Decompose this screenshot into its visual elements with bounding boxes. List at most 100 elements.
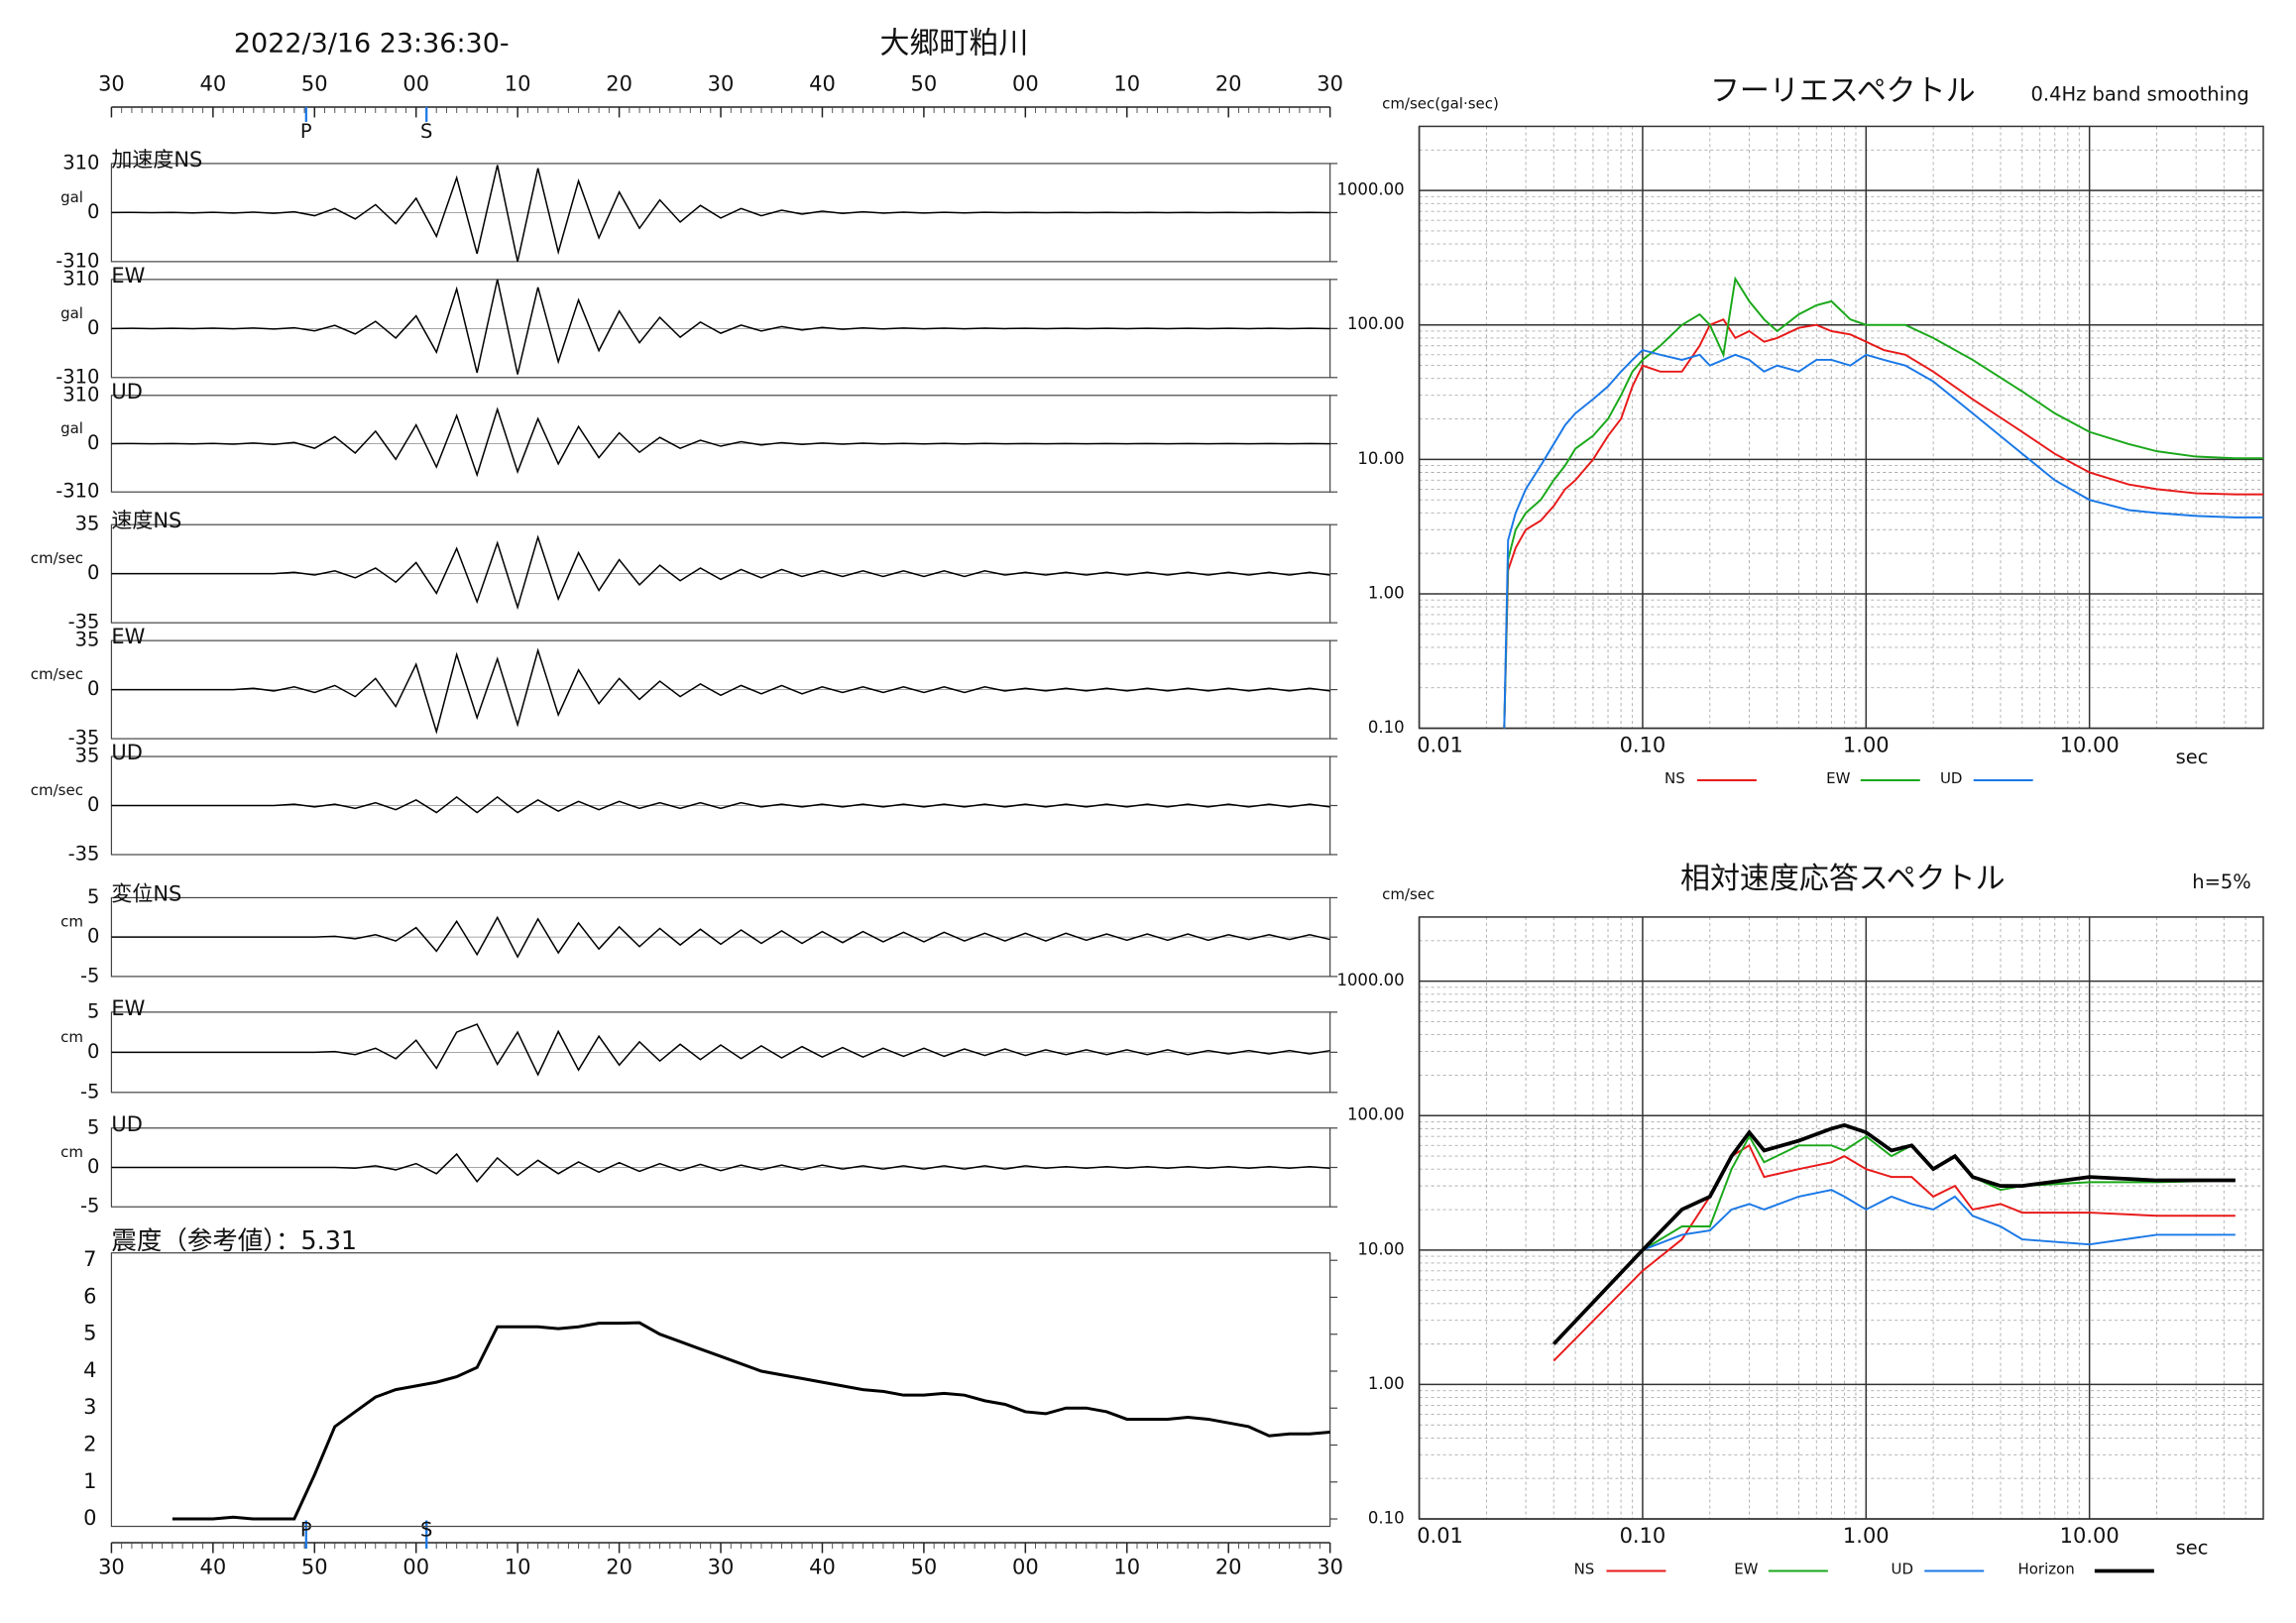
y-tick-label: 100.00	[1347, 1105, 1405, 1124]
y-unit: cm/sec(gal·sec)	[1382, 94, 1499, 112]
time-tick-label: 30	[708, 1556, 735, 1579]
x-tick-label: 0.01	[1417, 734, 1463, 757]
trace-unit: cm	[60, 913, 83, 931]
spectrum-line	[1503, 317, 2264, 729]
trace-unit: gal	[60, 419, 83, 437]
trace-unit: cm	[60, 1028, 83, 1046]
y-tick-label: 10.00	[1357, 449, 1404, 468]
trace-label: 加速度NS	[111, 148, 202, 172]
trace-label: UD	[111, 380, 143, 404]
y-tick-label: 100.00	[1347, 314, 1405, 333]
y-tick-label: 5	[87, 1115, 99, 1138]
y-tick-label: 7	[83, 1247, 96, 1271]
y-tick-label: 0	[87, 561, 99, 584]
y-tick-label: 35	[75, 745, 100, 767]
waveform	[111, 279, 1330, 375]
y-tick-label: 0	[87, 925, 99, 948]
y-tick-label: 0	[87, 1040, 99, 1063]
time-tick-label: 40	[809, 1556, 836, 1579]
y-tick-label: 0	[87, 200, 99, 223]
time-tick-label: 20	[1215, 71, 1242, 95]
y-tick-label: 1.00	[1368, 1374, 1405, 1393]
y-tick-label: 5	[87, 999, 99, 1022]
waveform	[111, 915, 1330, 959]
y-tick-label: 5	[83, 1322, 96, 1345]
y-tick-label: 1	[83, 1469, 96, 1493]
time-tick-label: 10	[505, 71, 531, 95]
time-tick-label: 30	[98, 71, 125, 95]
intensity-line	[172, 1321, 1330, 1521]
spectrum-title: 相対速度応答スペクトル	[1680, 862, 2006, 896]
y-tick-label: 0	[87, 793, 99, 816]
y-tick-label: 2	[83, 1433, 96, 1456]
phase-label: P	[300, 1519, 312, 1542]
phase-label: P	[300, 120, 312, 143]
spectrum-line	[1551, 1122, 2236, 1345]
time-tick-label: 00	[402, 71, 429, 95]
legend-label: Horizon	[2018, 1561, 2075, 1578]
intensity-title: 震度（参考値）：5.31	[111, 1226, 357, 1256]
y-tick-label: 1000.00	[1336, 180, 1404, 199]
trace-unit: cm/sec	[31, 665, 83, 683]
legend-label: UD	[1940, 769, 1963, 787]
waveform	[111, 1023, 1330, 1077]
y-tick-label: 5	[87, 885, 99, 908]
trace-label: UD	[111, 1112, 143, 1136]
trace-unit: cm/sec	[31, 781, 83, 799]
time-tick-label: 50	[301, 1556, 328, 1579]
time-tick-label: 10	[1113, 1556, 1140, 1579]
waveform	[111, 796, 1330, 814]
spectrum-note: h=5%	[2192, 870, 2251, 893]
y-tick-label: 3	[83, 1395, 96, 1419]
time-tick-label: 30	[1317, 1556, 1343, 1579]
spectrum-line	[1552, 1189, 2236, 1345]
waveform	[111, 165, 1330, 263]
time-tick-label: 30	[708, 71, 735, 95]
spectrum-line	[1552, 1134, 2236, 1345]
y-tick-label: 310	[62, 383, 99, 406]
y-tick-label: 10.00	[1357, 1239, 1404, 1258]
phase-label: S	[420, 1519, 432, 1542]
trace-label: 変位NS	[111, 881, 181, 905]
time-tick-label: 40	[809, 71, 836, 95]
x-tick-label: 10.00	[2060, 734, 2120, 757]
time-tick-label: 20	[1215, 1556, 1242, 1579]
trace-unit: cm	[60, 1143, 83, 1161]
time-tick-label: 10	[505, 1556, 531, 1579]
spectrum-line	[1503, 276, 2264, 729]
y-tick-label: 35	[75, 629, 100, 651]
time-tick-label: 00	[1012, 71, 1039, 95]
spectrum-note: 0.4Hz band smoothing	[2031, 82, 2249, 105]
time-tick-label: 20	[606, 71, 632, 95]
legend-label: UD	[1891, 1561, 1913, 1578]
x-tick-label: 1.00	[1843, 1524, 1890, 1548]
time-tick-label: 40	[200, 1556, 227, 1579]
trace-label: EW	[111, 996, 145, 1020]
x-unit: sec	[2176, 1537, 2209, 1560]
time-tick-label: 30	[98, 1556, 125, 1579]
time-tick-label: 50	[301, 71, 328, 95]
trace-unit: gal	[60, 304, 83, 322]
y-tick-label: 0	[87, 316, 99, 339]
y-tick-label: 310	[62, 267, 99, 290]
y-tick-label: 0	[83, 1506, 96, 1530]
time-tick-label: 50	[911, 71, 938, 95]
waveform	[111, 534, 1330, 611]
x-unit: sec	[2176, 746, 2209, 768]
trace-label: EW	[111, 264, 145, 288]
legend-label: NS	[1665, 769, 1685, 787]
time-tick-label: 50	[911, 1556, 938, 1579]
time-tick-label: 00	[402, 1556, 429, 1579]
intensity-frame	[110, 1252, 1331, 1528]
time-tick-label: 20	[606, 1556, 632, 1579]
y-tick-label: -5	[80, 1080, 99, 1102]
y-tick-label: -35	[68, 611, 100, 634]
y-tick-label: -5	[80, 964, 99, 986]
legend-label: NS	[1574, 1561, 1595, 1578]
x-tick-label: 0.01	[1417, 1524, 1463, 1548]
waveform	[111, 1152, 1330, 1183]
waveform	[111, 406, 1330, 478]
time-tick-label: 40	[200, 71, 227, 95]
x-tick-label: 0.10	[1620, 1524, 1666, 1548]
